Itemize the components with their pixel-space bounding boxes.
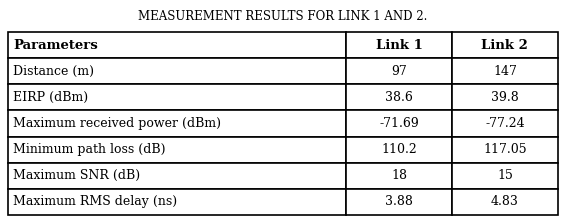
Text: -71.69: -71.69 xyxy=(379,117,419,130)
Bar xyxy=(8,189,346,215)
Bar xyxy=(8,110,346,137)
Text: 39.8: 39.8 xyxy=(491,91,519,104)
Text: Link 1: Link 1 xyxy=(376,38,422,51)
Bar xyxy=(346,32,452,58)
Text: Maximum RMS delay (ns): Maximum RMS delay (ns) xyxy=(13,195,177,208)
Bar xyxy=(346,163,452,189)
Bar xyxy=(452,58,558,84)
Text: Parameters: Parameters xyxy=(13,38,98,51)
Bar xyxy=(452,189,558,215)
Text: EIRP (dBm): EIRP (dBm) xyxy=(13,91,88,104)
Text: 97: 97 xyxy=(391,65,407,78)
Text: MEASUREMENT RESULTS FOR LINK 1 AND 2.: MEASUREMENT RESULTS FOR LINK 1 AND 2. xyxy=(138,10,428,23)
Bar xyxy=(8,58,346,84)
Text: 3.88: 3.88 xyxy=(385,195,413,208)
Text: Maximum SNR (dB): Maximum SNR (dB) xyxy=(13,169,140,182)
Bar xyxy=(8,84,346,110)
Text: 15: 15 xyxy=(497,169,513,182)
Bar xyxy=(452,163,558,189)
Bar xyxy=(452,110,558,137)
Bar xyxy=(452,84,558,110)
Text: 4.83: 4.83 xyxy=(491,195,519,208)
Text: 117.05: 117.05 xyxy=(483,143,527,156)
Bar xyxy=(346,137,452,163)
Text: 18: 18 xyxy=(391,169,407,182)
Text: -77.24: -77.24 xyxy=(485,117,525,130)
Text: 110.2: 110.2 xyxy=(381,143,417,156)
Bar xyxy=(452,32,558,58)
Bar xyxy=(452,137,558,163)
Text: Maximum received power (dBm): Maximum received power (dBm) xyxy=(13,117,221,130)
Bar xyxy=(8,137,346,163)
Text: 147: 147 xyxy=(493,65,517,78)
Bar xyxy=(346,84,452,110)
Bar xyxy=(346,189,452,215)
Text: Distance (m): Distance (m) xyxy=(13,65,94,78)
Bar xyxy=(346,110,452,137)
Text: Link 2: Link 2 xyxy=(482,38,529,51)
Text: Minimum path loss (dB): Minimum path loss (dB) xyxy=(13,143,165,156)
Bar xyxy=(8,163,346,189)
Text: 38.6: 38.6 xyxy=(385,91,413,104)
Bar xyxy=(346,58,452,84)
Bar xyxy=(8,32,346,58)
